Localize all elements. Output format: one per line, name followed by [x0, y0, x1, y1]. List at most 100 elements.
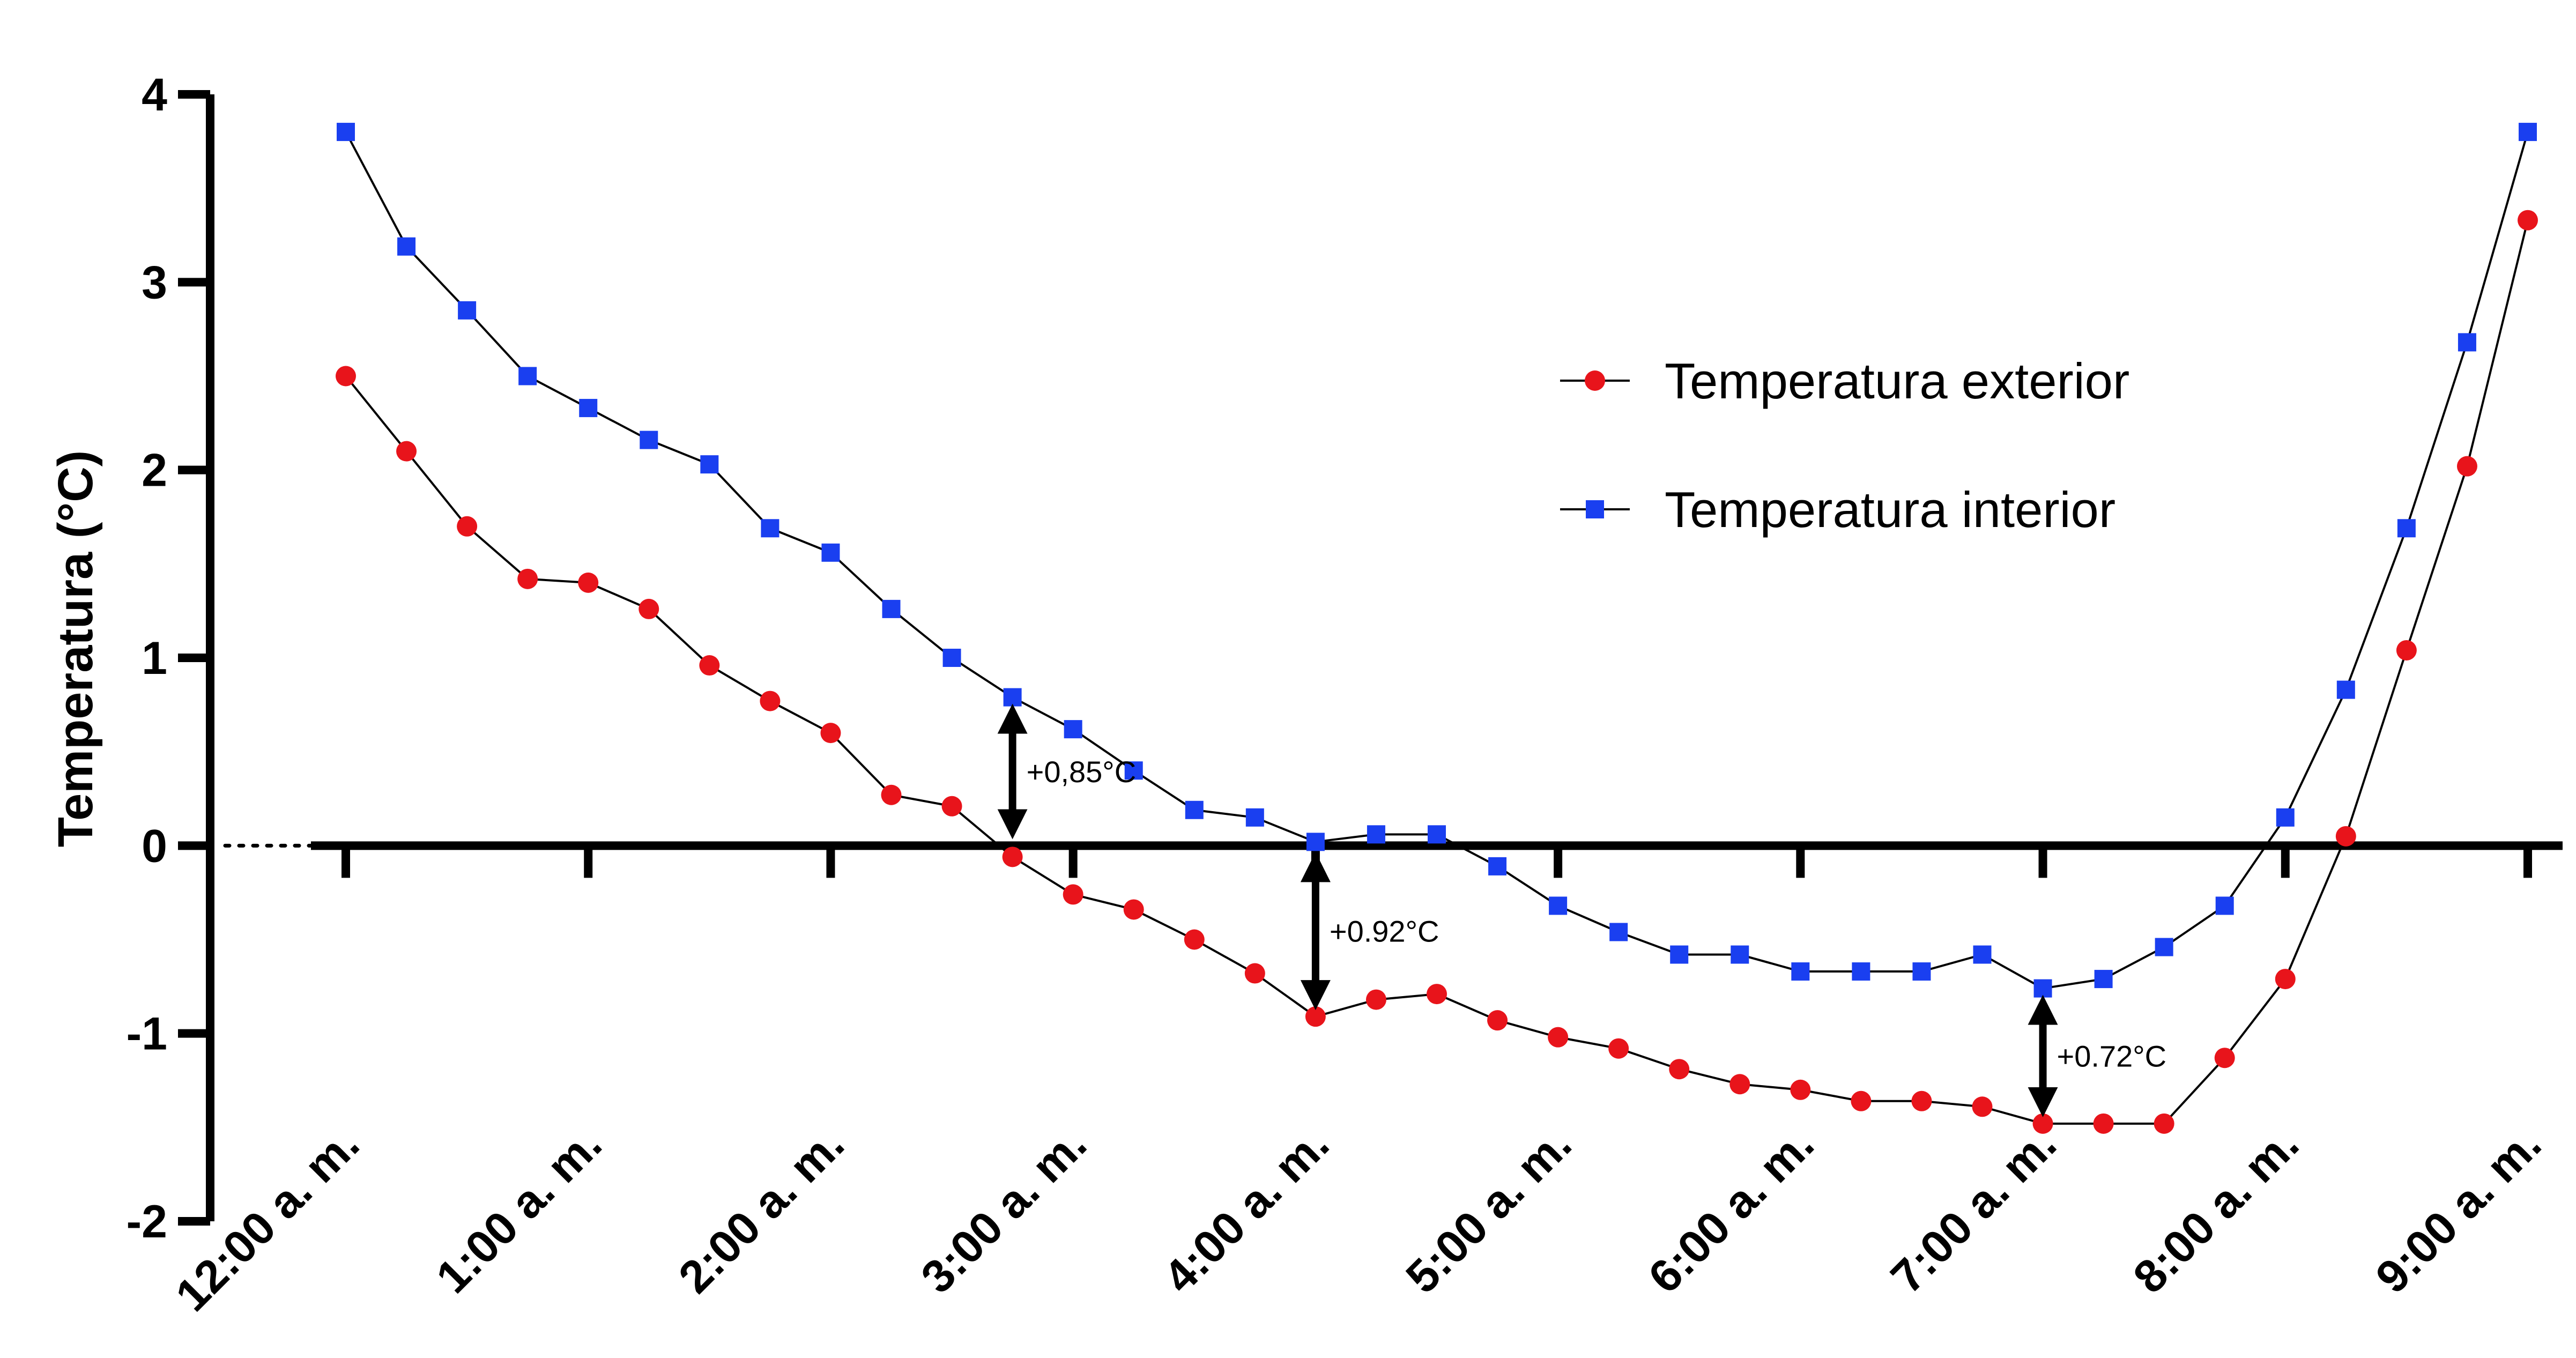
- data-point: [639, 598, 659, 619]
- data-point: [1244, 963, 1265, 984]
- data-point: [1609, 923, 1628, 941]
- data-point: [1367, 825, 1385, 844]
- data-point: [396, 441, 417, 462]
- data-point: [1124, 761, 1143, 780]
- difference-label: +0,85°C: [1027, 755, 1137, 789]
- data-point: [820, 723, 841, 744]
- data-point: [1731, 945, 1749, 964]
- data-point: [2033, 979, 2052, 998]
- axes: [206, 94, 2563, 1221]
- data-point: [1548, 1027, 1569, 1048]
- series-line: [345, 131, 2529, 990]
- data-point: [1305, 1006, 1326, 1027]
- data-point: [1003, 688, 1022, 707]
- data-point: [1791, 962, 1810, 981]
- data-point: [700, 455, 719, 474]
- data-point: [1245, 808, 1264, 827]
- data-point: [1670, 945, 1689, 964]
- data-point: [1972, 1096, 1993, 1117]
- data-point: [1365, 989, 1386, 1010]
- data-point: [337, 123, 355, 142]
- data-point: [2215, 896, 2234, 915]
- x-tick-label: 9:00 a. m.: [2366, 1118, 2551, 1303]
- data-point: [1790, 1079, 1811, 1100]
- legend-label: Temperatura exterior: [1665, 353, 2129, 409]
- legend-entry: Temperatura interior: [1560, 481, 2115, 538]
- y-axis-title: Temperatura (°C): [48, 450, 103, 848]
- data-point: [2397, 519, 2416, 538]
- x-tick-label: 7:00 a. m.: [1881, 1118, 2066, 1303]
- data-point: [2336, 680, 2355, 699]
- data-point: [2335, 826, 2356, 847]
- series-exterior: [336, 210, 2538, 1134]
- annotations: +0,85°C +0.92°C +0.72°C: [997, 703, 2167, 1117]
- legend-marker: [1586, 500, 1604, 518]
- data-point: [699, 655, 720, 676]
- data-point: [1852, 962, 1870, 981]
- data-point: [2456, 456, 2477, 477]
- data-point: [1123, 899, 1144, 920]
- data-point: [1729, 1074, 1750, 1095]
- series-layer: [336, 123, 2538, 1134]
- x-tick-label: 2:00 a. m.: [669, 1118, 854, 1303]
- data-point: [1185, 800, 1204, 819]
- x-tick-label: 3:00 a. m.: [911, 1118, 1096, 1303]
- data-point: [2276, 808, 2295, 827]
- y-tick-label: -1: [127, 1008, 167, 1060]
- data-point: [1428, 825, 1446, 844]
- data-point: [760, 691, 781, 711]
- data-point: [518, 367, 537, 385]
- data-point: [1851, 1090, 1872, 1111]
- data-point: [1064, 720, 1082, 739]
- data-point: [1912, 962, 1931, 981]
- data-point: [2094, 970, 2113, 989]
- data-point: [1973, 945, 1992, 964]
- data-point: [942, 649, 961, 667]
- data-point: [1427, 984, 1447, 1005]
- legend-marker: [1585, 370, 1605, 391]
- data-point: [2093, 1113, 2114, 1134]
- data-point: [1608, 1038, 1629, 1059]
- data-point: [2275, 969, 2296, 990]
- y-tick-label: 4: [142, 69, 167, 121]
- y-tick-label: 1: [142, 633, 167, 684]
- data-point: [1306, 833, 1325, 851]
- x-tick-label: 4:00 a. m.: [1154, 1118, 1339, 1303]
- data-point: [2032, 1113, 2053, 1134]
- data-point: [941, 796, 962, 817]
- data-point: [1911, 1090, 1932, 1111]
- data-point: [336, 366, 356, 387]
- legend-entry: Temperatura exterior: [1560, 353, 2129, 409]
- y-tick-label: 0: [142, 820, 167, 872]
- data-point: [2458, 333, 2476, 352]
- x-tick-label: 6:00 a. m.: [1639, 1118, 1824, 1303]
- data-point: [1669, 1059, 1690, 1080]
- data-point: [1002, 847, 1023, 867]
- data-point: [579, 399, 598, 418]
- data-point: [640, 431, 658, 449]
- y-tick-label: 2: [142, 445, 167, 496]
- data-point: [1487, 1010, 1508, 1031]
- data-point: [578, 572, 599, 593]
- data-point: [397, 237, 416, 256]
- difference-label: +0.92°C: [1330, 915, 1439, 948]
- data-point: [761, 519, 780, 538]
- data-point: [1549, 896, 1568, 915]
- x-tick-label: 8:00 a. m.: [2124, 1118, 2308, 1303]
- data-point: [2155, 938, 2173, 956]
- x-tick-label: 1:00 a. m.: [427, 1118, 612, 1303]
- difference-label: +0.72°C: [2057, 1040, 2167, 1073]
- y-axis-ticks: -2 -1 0 1 2 3 4: [127, 69, 210, 1248]
- data-point: [2519, 123, 2537, 142]
- data-point: [1488, 857, 1507, 875]
- data-point: [2214, 1048, 2235, 1068]
- data-point: [517, 568, 538, 589]
- data-point: [1184, 929, 1205, 950]
- legend: Temperatura exterior Temperatura interior: [1560, 353, 2129, 538]
- legend-label: Temperatura interior: [1665, 481, 2115, 538]
- y-tick-label: 3: [142, 257, 167, 308]
- series-interior: [337, 123, 2537, 998]
- data-point: [457, 516, 478, 537]
- data-point: [2396, 640, 2417, 661]
